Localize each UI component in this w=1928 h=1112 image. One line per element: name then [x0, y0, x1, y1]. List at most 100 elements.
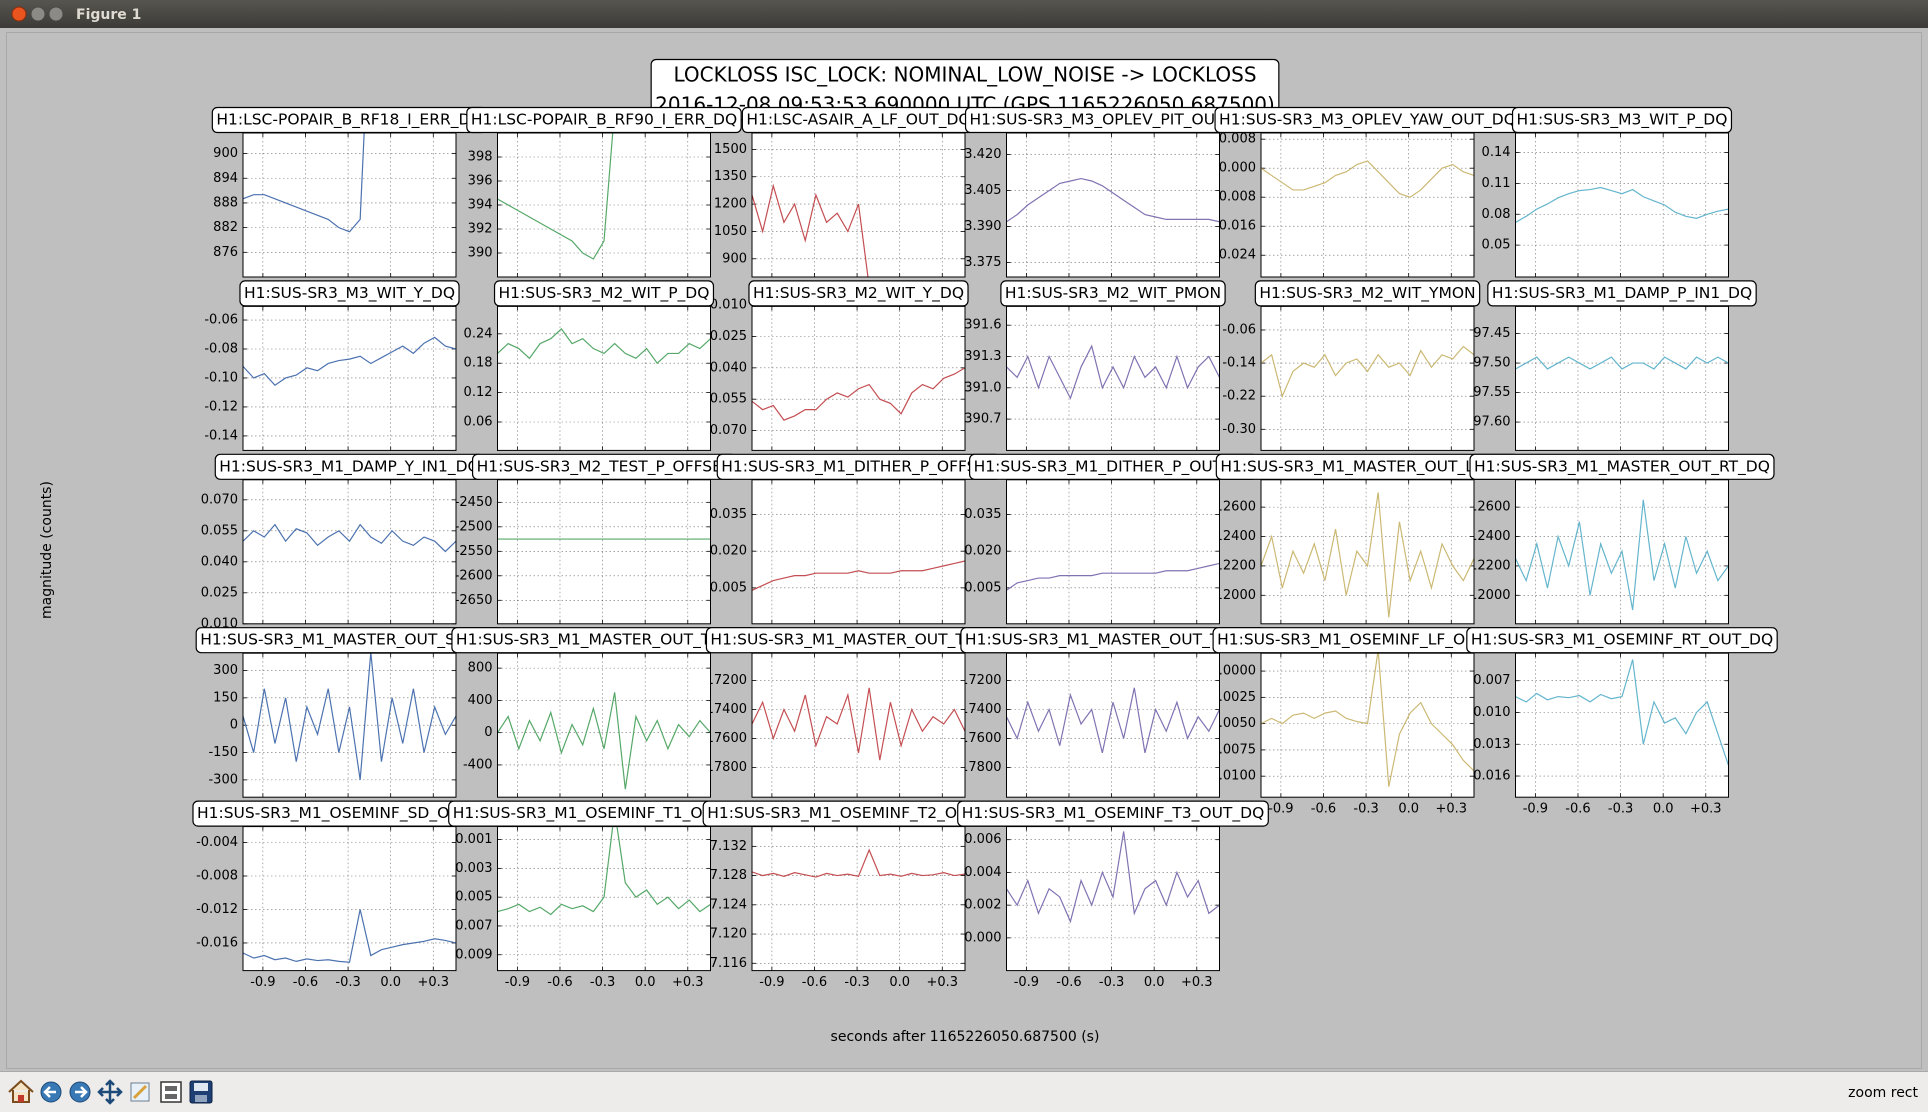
y-tick-label: 0.004 — [964, 865, 1001, 880]
y-tick-label: -150 — [208, 745, 238, 760]
y-tick-label: -0.016 — [1214, 219, 1256, 234]
axes-title-text: H1:SUS-SR3_M1_OSEMINF_SD_OUT_DQ — [197, 804, 502, 823]
y-tick-label: -97.60 — [1469, 415, 1511, 430]
y-tick-label: 888 — [213, 195, 238, 210]
y-tick-label: 12200 — [1469, 558, 1510, 573]
subplots-button[interactable] — [160, 1081, 182, 1103]
y-tick-label: 7.120 — [710, 927, 747, 942]
axes-background — [1261, 306, 1474, 451]
y-tick-label: 394 — [468, 198, 493, 213]
y-tick-label: 12200 — [1215, 558, 1256, 573]
y-tick-label: 0.18 — [464, 356, 493, 371]
x-tick-label: -0.3 — [1353, 802, 1378, 817]
close-button[interactable] — [11, 6, 27, 22]
y-tick-label: 0.000 — [964, 930, 1001, 945]
axes-title: H1:SUS-SR3_M3_WIT_Y_DQ — [239, 280, 460, 307]
data-line — [752, 183, 869, 277]
plot-area — [1261, 653, 1474, 787]
axes-title: H1:SUS-SR3_M1_OSEMINF_T1_OUT_DQ — [448, 800, 760, 827]
data-line — [752, 560, 965, 591]
suptitle-group: LOCKLOSS ISC_LOCK: NOMINAL_LOW_NOISE -> … — [650, 58, 1280, 121]
plot-area — [243, 653, 456, 780]
axes-title: H1:SUS-SR3_M2_WIT_YMON — [1254, 280, 1481, 307]
pan-button[interactable] — [97, 1079, 123, 1105]
axes-background — [752, 826, 965, 971]
y-tick-label: 0 — [484, 725, 492, 740]
y-tick-label: -0.070 — [705, 423, 747, 438]
y-tick-label: 0.002 — [964, 898, 1001, 913]
plot-area — [1515, 659, 1729, 766]
plot-area — [497, 692, 711, 790]
y-tick-label: 0.008 — [1219, 132, 1256, 147]
plot-area — [752, 848, 965, 878]
y-tick-label: -0.016 — [196, 935, 238, 950]
y-tick-label: 900 — [722, 251, 747, 266]
minimize-button[interactable] — [30, 6, 46, 22]
axes-title-text: H1:SUS-SR3_M1_MASTER_OUT_RT_DQ — [1474, 457, 1770, 476]
axes — [1006, 826, 1220, 972]
y-tick-label: 0.11 — [1482, 176, 1511, 191]
y-tick-label: -2450 — [455, 495, 493, 510]
axes — [751, 479, 966, 625]
y-tick-label: -0.016 — [1469, 769, 1511, 784]
axes-title-text: H1:SUS-SR3_M2_WIT_YMON — [1259, 284, 1475, 303]
axes — [497, 652, 711, 798]
y-tick-label: -0.06 — [204, 313, 238, 328]
axes — [497, 826, 711, 972]
home-button[interactable] — [8, 1079, 34, 1103]
y-tick-label: 12600 — [1469, 500, 1510, 515]
x-tick-label: -0.3 — [590, 975, 615, 990]
y-tick-label: 300 — [213, 663, 238, 678]
title-bar — [0, 0, 1928, 28]
x-tick-label: -0.3 — [844, 975, 869, 990]
maximize-button[interactable] — [48, 6, 64, 22]
figure-border — [6, 32, 1922, 1069]
y-tick-label: 0.020 — [710, 544, 747, 559]
window-title: Figure 1 — [76, 7, 141, 23]
zoom-button[interactable] — [130, 1082, 150, 1102]
y-tick-label: -0.06 — [1222, 322, 1256, 337]
axes-background — [752, 653, 965, 798]
data-line — [1515, 186, 1729, 224]
x-tick-label: 0.0 — [1653, 802, 1674, 817]
x-tick-label: -0.3 — [1099, 975, 1124, 990]
y-tick-label: -17200 — [701, 673, 747, 688]
data-line — [497, 133, 614, 260]
y-tick-label: -17200 — [955, 673, 1001, 688]
axes-title: H1:SUS-SR3_M1_MASTER_OUT_T1_DQ — [451, 627, 757, 654]
y-tick-label: 800 — [468, 661, 493, 676]
x-tick-label: -0.6 — [293, 975, 318, 990]
data-line — [243, 336, 456, 386]
axes-title: H1:SUS-SR3_M1_OSEMINF_LF_OUT_DQ — [1212, 627, 1523, 654]
axes — [751, 304, 966, 451]
axes-title-text: H1:SUS-SR3_M1_OSEMINF_RT_OUT_DQ — [1471, 631, 1773, 650]
y-tick-label: 398 — [468, 150, 493, 165]
forward-button[interactable] — [69, 1081, 91, 1103]
y-tick-label: 3.390 — [964, 219, 1001, 234]
axes-background — [1261, 479, 1474, 624]
axes-title-text: H1:SUS-SR3_M1_DITHER_P_OFFSET — [721, 457, 996, 476]
axes — [1260, 305, 1475, 451]
y-tick-label: 0.000 — [1219, 161, 1256, 176]
y-tick-label: 400 — [468, 693, 493, 708]
y-tick-label: -0.003 — [451, 861, 493, 876]
y-tick-label: -0.009 — [451, 947, 493, 962]
data-line — [1006, 344, 1220, 400]
save-button[interactable] — [189, 1080, 213, 1104]
y-tick-label: -0.025 — [705, 329, 747, 344]
y-tick-label: -0.14 — [1222, 356, 1256, 371]
data-line — [752, 367, 965, 421]
x-tick-label: 0.0 — [1398, 802, 1419, 817]
y-tick-label: 391.3 — [964, 349, 1001, 364]
y-tick-label: -17400 — [701, 702, 747, 717]
y-tick-label: 391.6 — [964, 318, 1001, 333]
y-tick-label: 0.0000 — [1211, 664, 1257, 679]
y-tick-label: -17600 — [701, 731, 747, 746]
axes-title-text: H1:SUS-SR3_M1_DAMP_Y_IN1_DQ — [219, 457, 479, 476]
data-line — [1006, 831, 1220, 924]
axes-title-box — [1466, 627, 1778, 654]
y-tick-label: 0.24 — [464, 326, 493, 341]
back-button[interactable] — [40, 1081, 62, 1103]
y-tick-label: 3.375 — [964, 255, 1001, 270]
